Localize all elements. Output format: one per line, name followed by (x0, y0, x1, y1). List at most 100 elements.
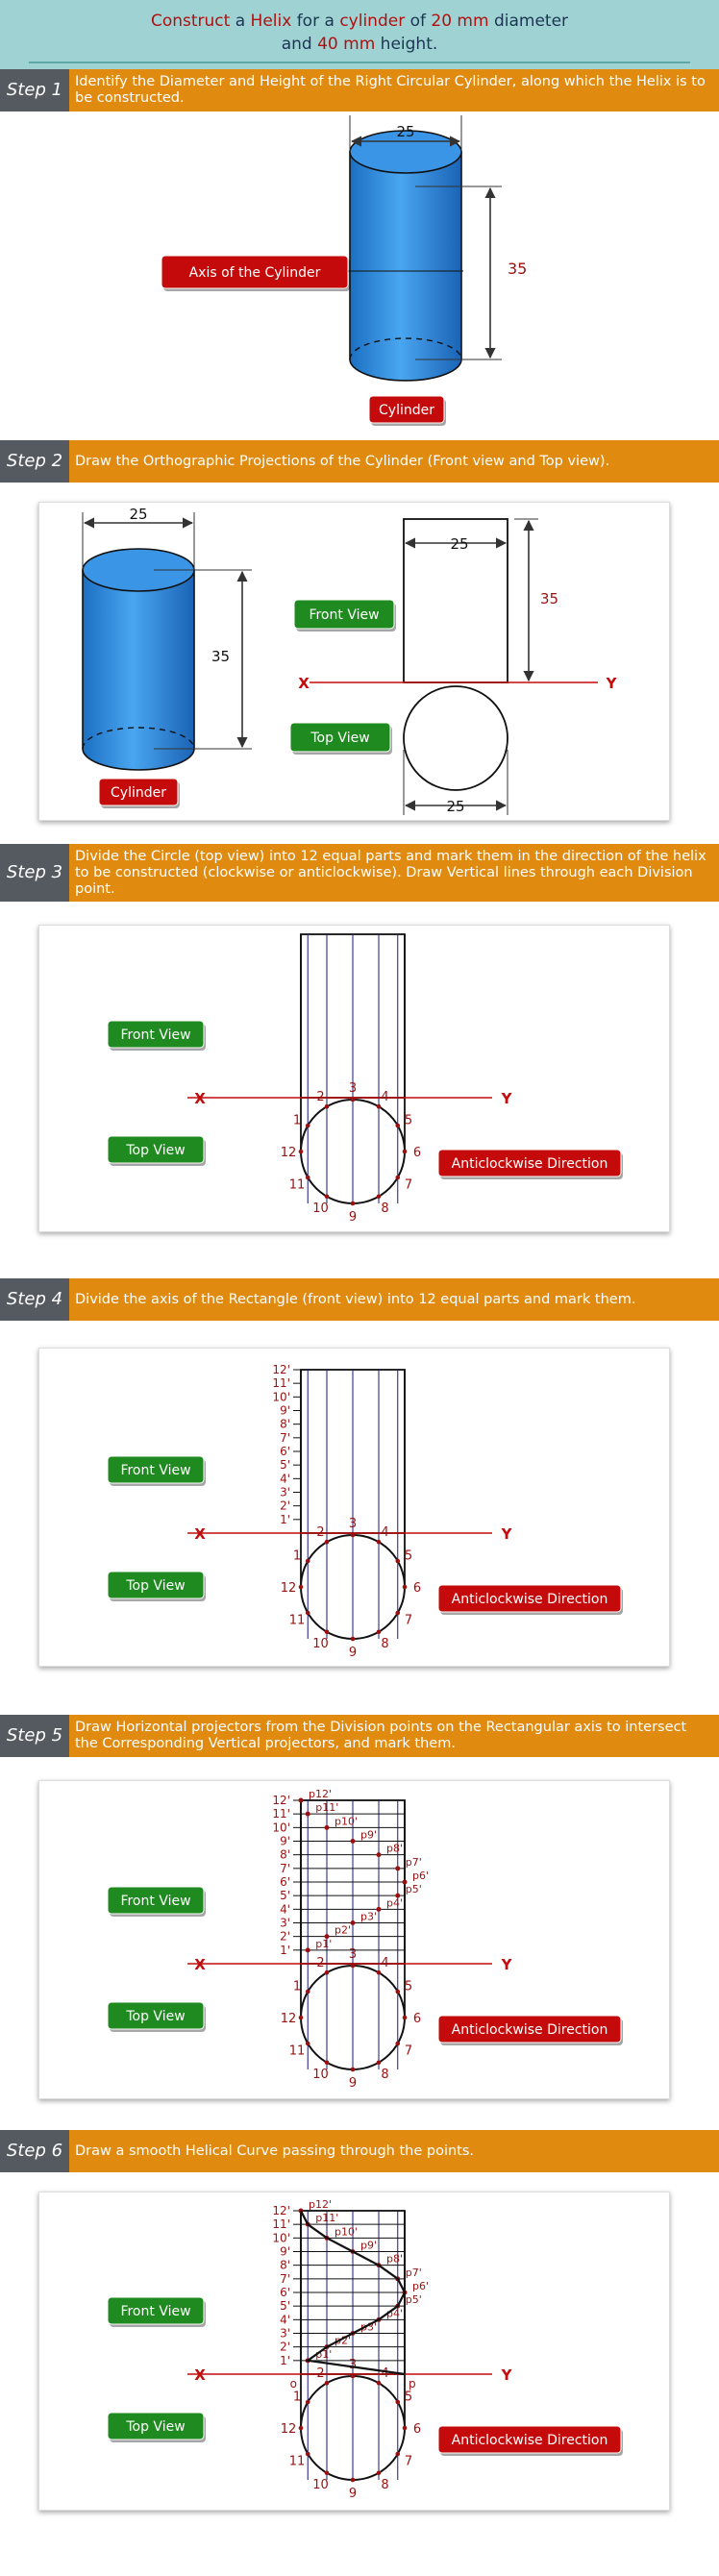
division-number: 1 (293, 1549, 301, 1564)
axis-mark: 3' (280, 1917, 290, 1930)
division-number: 4 (381, 1956, 388, 1970)
axis-mark: 1' (280, 1513, 290, 1526)
axis-badge-label: Axis of the Cylinder (189, 265, 321, 281)
title-word: a (230, 12, 251, 31)
axis-mark: 6' (280, 1445, 290, 1458)
helix-point (395, 1893, 401, 1898)
diameter-value: 25 (396, 123, 414, 140)
division-point (350, 1532, 356, 1538)
division-point (324, 2380, 330, 2386)
helix-point (350, 1839, 356, 1844)
division-number: 2 (316, 1956, 324, 1970)
axis-mark: 12' (272, 2204, 290, 2217)
division-point (324, 1969, 330, 1975)
axis-mark: 8' (280, 1418, 290, 1431)
front-view-badge-label: Front View (120, 2304, 190, 2319)
axis-mark: 6' (280, 2286, 290, 2299)
step-bar-6: Step 6 Draw a smooth Helical Curve passi… (0, 2130, 719, 2172)
axis-mark: 3' (280, 1486, 290, 1499)
division-number: 10 (312, 1201, 329, 1216)
axis-mark: 1' (280, 1944, 290, 1957)
step-tag: Step 1 (0, 69, 69, 111)
origin-p-label: p (409, 2377, 416, 2390)
axis-mark: 10' (272, 1821, 290, 1834)
division-point (395, 1558, 401, 1564)
anticlockwise-badge-label: Anticlockwise Direction (452, 1592, 608, 1607)
anticlockwise-badge (437, 2015, 622, 2043)
division-point (376, 2060, 382, 2066)
x-label: X (194, 1956, 206, 1973)
division-point (402, 1149, 408, 1154)
division-number: 7 (405, 1178, 412, 1193)
step2-cylinder-body (82, 569, 195, 771)
anticlockwise-badge-label: Anticlockwise Direction (452, 2433, 608, 2448)
division-point (376, 2470, 382, 2476)
helix-point (324, 1824, 330, 1830)
helix-point-label: p5' (406, 2293, 422, 2306)
axis-mark: 5' (280, 1889, 290, 1902)
division-number: 6 (413, 2422, 421, 2437)
axis-mark: 12' (272, 1363, 290, 1376)
division-number: 12 (281, 2422, 297, 2437)
helix-point (350, 1920, 356, 1925)
division-point (402, 1584, 408, 1590)
division-point (350, 2373, 356, 2379)
division-point (376, 1629, 382, 1635)
helix-point (298, 1797, 304, 1803)
step-tag: Step 6 (0, 2130, 69, 2172)
division-point (395, 1123, 401, 1128)
division-point (395, 2399, 401, 2405)
division-point (324, 1103, 330, 1109)
axis-mark: 9' (280, 2245, 290, 2259)
title-line-1: Construct a Helix for a cylinder of 20 m… (0, 0, 719, 33)
division-number: 3 (349, 1947, 357, 1962)
division-point (350, 2477, 356, 2483)
top-view-badge-label: Top View (125, 2419, 185, 2435)
division-point (305, 2451, 310, 2457)
step-bar-4: Step 4 Divide the axis of the Rectangle … (0, 1278, 719, 1321)
division-number: 10 (312, 1637, 329, 1651)
figure-panel (38, 2192, 670, 2511)
title-word: 40 mm (317, 35, 376, 54)
helix-point (376, 1906, 382, 1912)
origin-o-label: o (290, 2377, 297, 2390)
cylinder-badge-label: Cylinder (379, 403, 434, 418)
axis-mark: 5' (280, 2299, 290, 2313)
top-view-badge (289, 722, 391, 753)
division-number: 1 (293, 1980, 301, 1994)
division-point (324, 1194, 330, 1200)
division-number: 10 (312, 2068, 329, 2082)
division-point (350, 2067, 356, 2072)
step2-cylinder-hidden-edge (82, 727, 195, 750)
title-banner: Construct a Helix for a cylinder of 20 m… (0, 0, 719, 69)
helix-point-label: p12' (309, 2198, 332, 2211)
step-text: Draw a smooth Helical Curve passing thro… (75, 2143, 475, 2159)
helix-point-label: p9' (360, 2240, 377, 2252)
diameter-value: 25 (129, 506, 147, 523)
anticlockwise-badge (437, 2425, 622, 2454)
helix-point-label: p11' (315, 1801, 338, 1814)
axis-mark: 11' (272, 1376, 290, 1390)
division-number: 3 (349, 2358, 357, 2372)
figure-panel (38, 1348, 670, 1667)
helix-point (305, 1947, 310, 1953)
helix-point-label: p6' (412, 1870, 429, 1882)
axis-mark: 6' (280, 1875, 290, 1889)
axis-mark: 7' (280, 1431, 290, 1445)
axis-mark: 7' (280, 2272, 290, 2286)
division-number: 6 (413, 1146, 421, 1160)
axis-mark: 11' (272, 2217, 290, 2231)
y-label: Y (606, 675, 618, 692)
division-number: 6 (413, 2012, 421, 2026)
division-point (305, 1123, 310, 1128)
helical-curve (300, 2210, 407, 2376)
helix-point-label: p2' (335, 1924, 351, 1937)
helix-point-label: p7' (406, 1856, 422, 1869)
title-word: and (281, 35, 318, 54)
diameter-value: 25 (446, 798, 464, 815)
step-text: Divide the axis of the Rectangle (front … (75, 1291, 636, 1307)
top-view-badge (107, 1135, 205, 1164)
division-point (350, 1963, 356, 1969)
helix-point (376, 1852, 382, 1858)
